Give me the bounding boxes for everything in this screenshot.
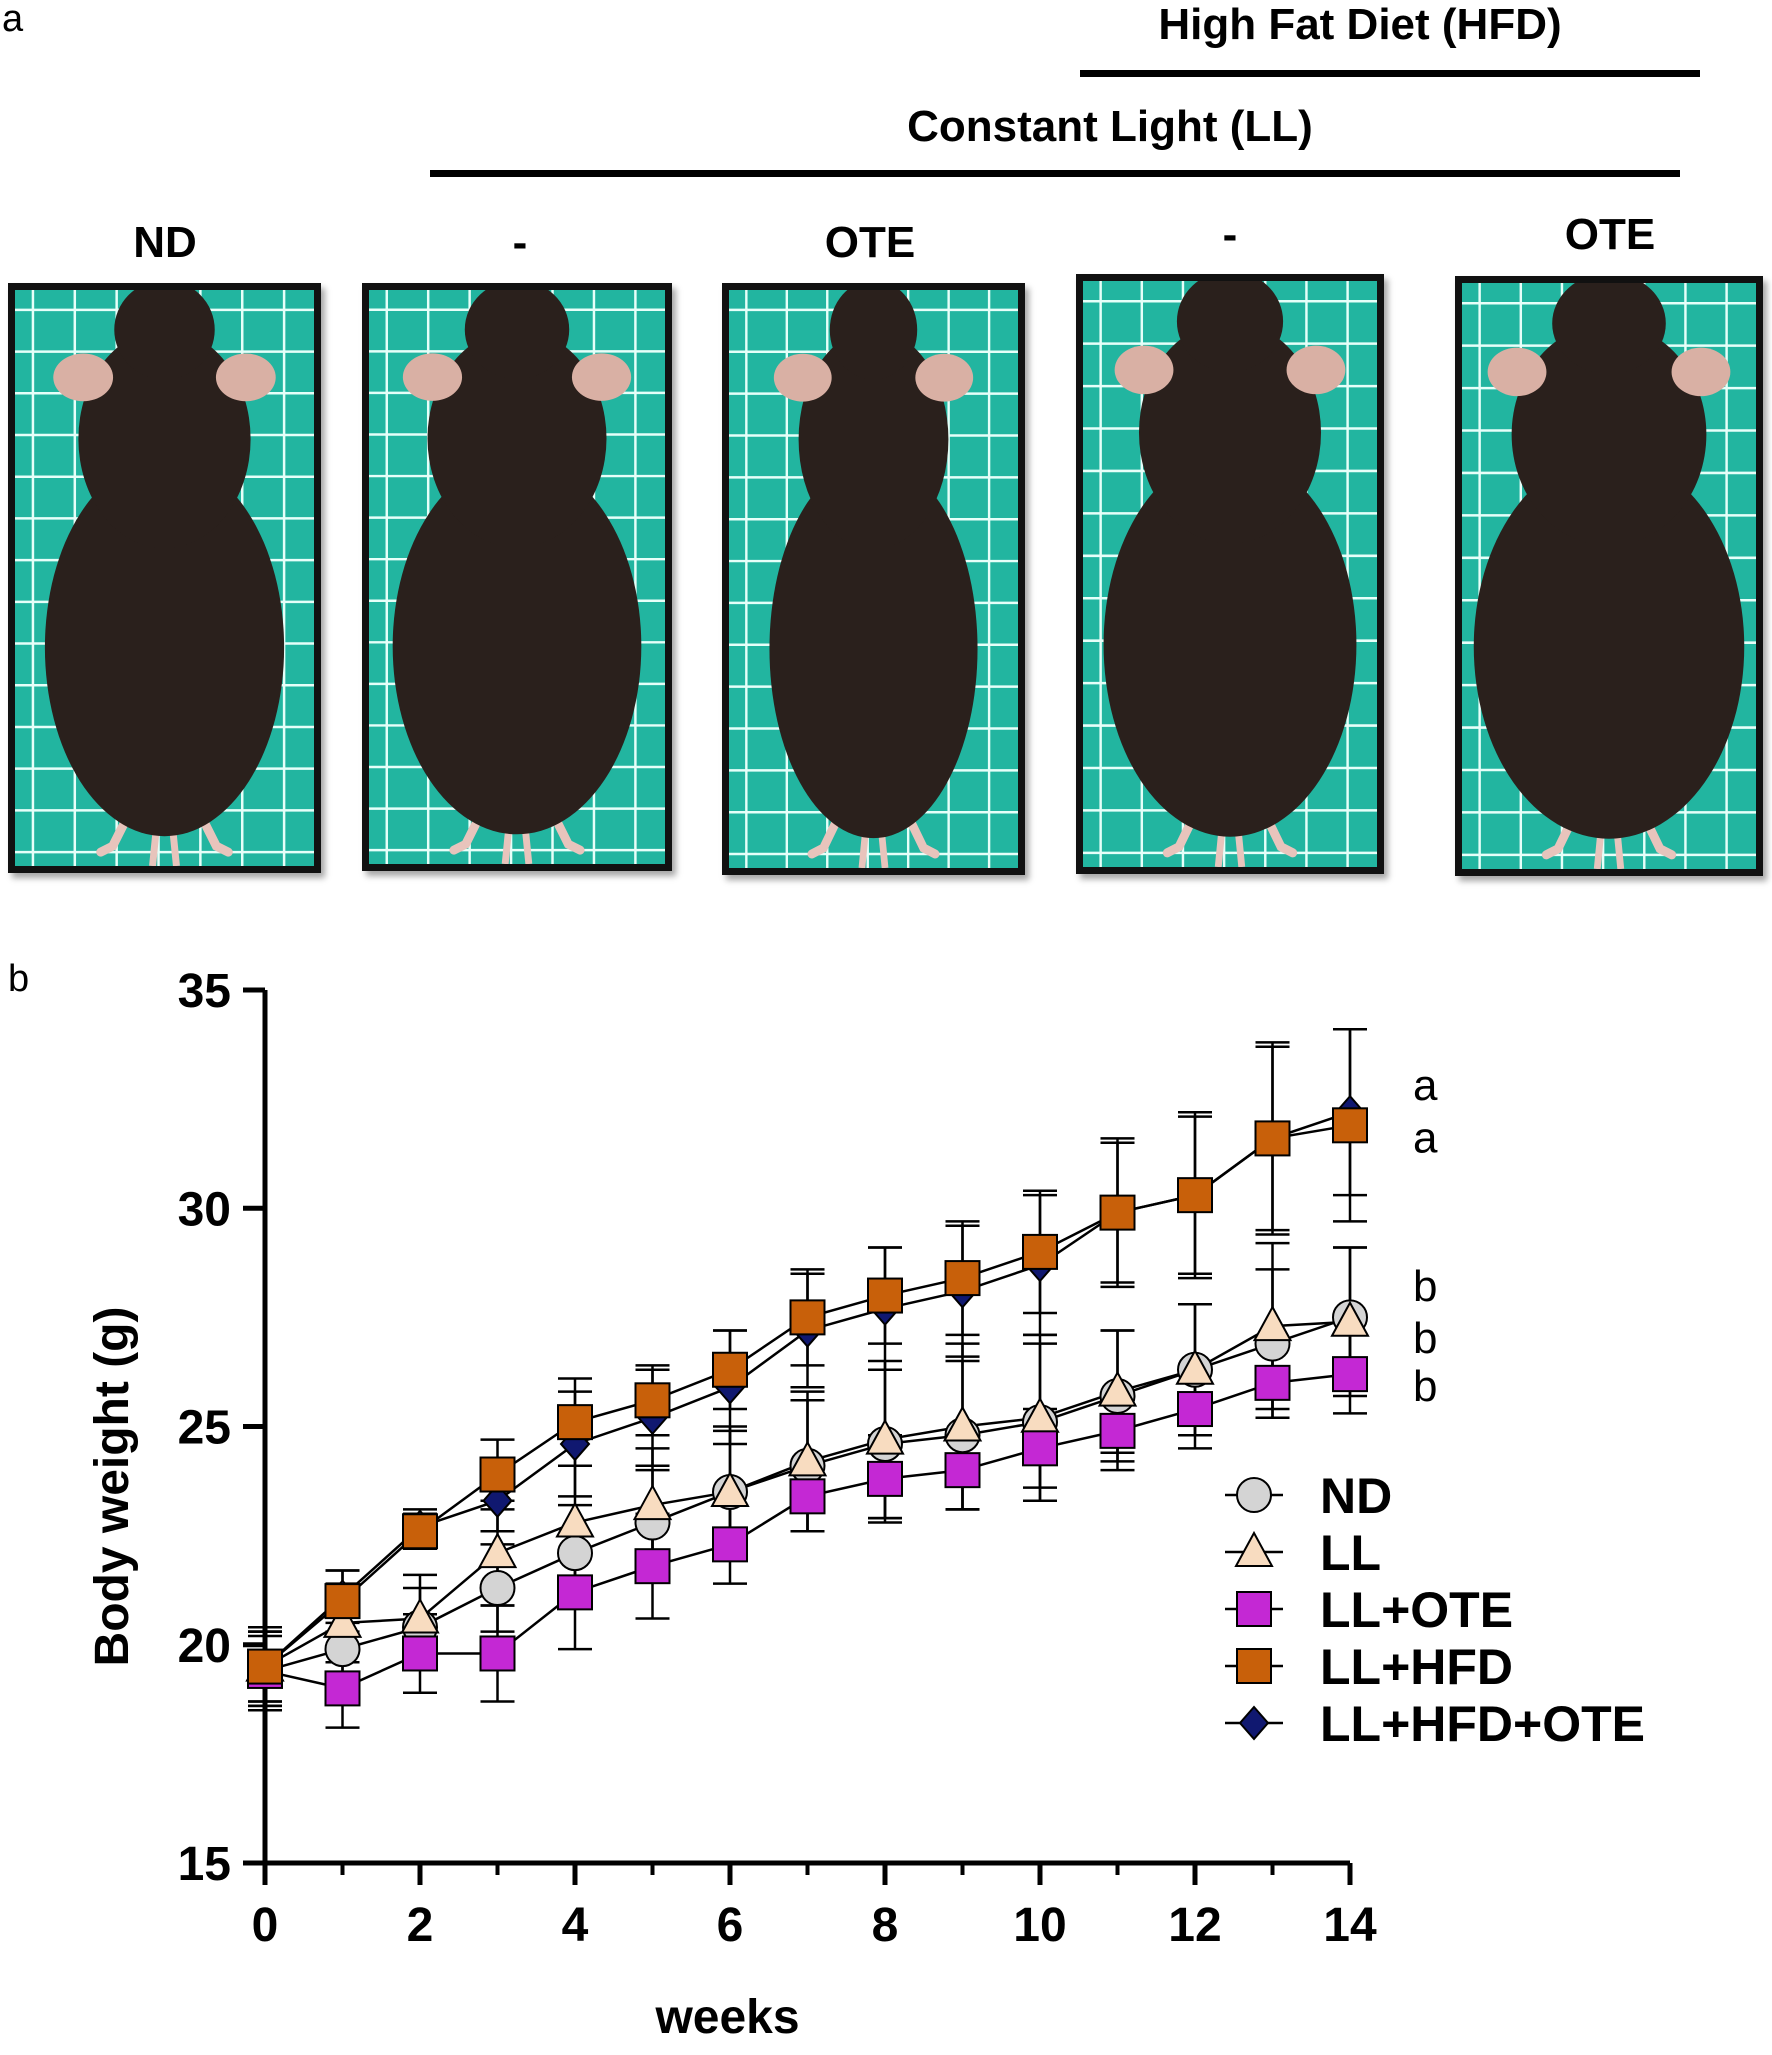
data-point-square — [324, 1670, 361, 1707]
x-tick-label: 2 — [407, 1899, 434, 1952]
data-point-square — [1332, 1356, 1368, 1393]
data-point-square — [1254, 1364, 1291, 1401]
col-label-ll-hfd-ote: OTE — [1564, 210, 1656, 259]
data-point-triangle — [1097, 1370, 1138, 1407]
data-point-square — [712, 1526, 748, 1563]
x-tick-label: 10 — [1013, 1899, 1066, 1952]
data-point-circle — [479, 1570, 516, 1607]
data-point-triangle — [1234, 1530, 1274, 1567]
y-tick-label: 20 — [178, 1620, 231, 1673]
legend-label: LL+HFD+OTE — [1320, 1696, 1645, 1752]
data-point-triangle — [322, 1601, 363, 1638]
x-tick-label: 14 — [1323, 1899, 1377, 1952]
data-point-square — [789, 1299, 826, 1336]
mouse-photo-nd — [8, 283, 321, 873]
x-tick-label: 4 — [562, 1899, 589, 1952]
panel-a-letter: a — [2, 0, 24, 40]
legend-label: LL — [1320, 1525, 1381, 1581]
x-tick-label: 12 — [1168, 1899, 1221, 1952]
x-tick-label: 6 — [717, 1899, 744, 1952]
data-point-square — [634, 1382, 671, 1419]
data-point-triangle — [477, 1531, 518, 1569]
data-point-square — [634, 1548, 671, 1585]
data-point-square — [867, 1277, 903, 1314]
data-point-square — [247, 1648, 283, 1685]
x-tick-label: 0 — [252, 1899, 279, 1952]
data-point-square — [1099, 1194, 1136, 1231]
legend-label: LL+OTE — [1320, 1582, 1513, 1638]
data-point-circle — [1236, 1477, 1272, 1513]
data-point-triangle — [632, 1483, 673, 1521]
hfd-header: High Fat Diet (HFD) — [1158, 0, 1562, 49]
y-axis-label: Body weight (g) — [86, 1307, 139, 1667]
y-tick-label: 15 — [178, 1838, 231, 1891]
significance-letter: b — [1413, 1362, 1437, 1411]
data-point-triangle — [1252, 1305, 1293, 1342]
y-tick-label: 35 — [178, 965, 231, 1018]
mouse-photo-ll-ote — [722, 283, 1025, 875]
x-tick-label: 8 — [872, 1899, 899, 1952]
data-point-circle — [557, 1535, 593, 1572]
data-point-triangle — [865, 1418, 905, 1455]
data-point-square — [1236, 1591, 1272, 1627]
col-label-ll-ote: OTE — [824, 218, 916, 267]
data-point-square — [324, 1583, 361, 1620]
col-label-ll-hfd: - — [1222, 210, 1238, 259]
data-point-square — [1254, 1120, 1291, 1157]
y-tick-label: 30 — [178, 1183, 231, 1236]
data-point-diamond — [482, 1483, 513, 1519]
panel-b-letter: b — [8, 958, 30, 1000]
data-point-square — [712, 1351, 748, 1388]
mouse-photo-ll-hfd-ote — [1455, 276, 1763, 876]
data-point-square — [944, 1452, 981, 1489]
ll-header: Constant Light (LL) — [907, 102, 1313, 151]
data-point-triangle — [1330, 1300, 1370, 1337]
x-axis-label: weeks — [654, 1991, 799, 2044]
data-point-triangle — [710, 1470, 750, 1507]
data-point-square — [557, 1574, 593, 1611]
hfd-bracket-line — [1080, 70, 1700, 77]
data-point-square — [1332, 1107, 1368, 1144]
data-point-square — [867, 1460, 903, 1497]
significance-letter: a — [1413, 1113, 1438, 1162]
data-point-square — [944, 1260, 981, 1297]
data-point-square — [1099, 1412, 1136, 1449]
ll-bracket-line — [430, 170, 1680, 177]
significance-letter: b — [1413, 1262, 1437, 1311]
body-weight-chart: 15 20 25 30 35 0 2 4 6 8 10 12 14 weeks Body weight (g… — [86, 965, 1645, 2044]
data-point-square — [1022, 1430, 1058, 1467]
data-point-square — [1177, 1177, 1213, 1214]
data-point-square — [1177, 1391, 1213, 1428]
data-point-triangle — [787, 1440, 828, 1477]
data-point-square — [402, 1635, 438, 1672]
data-point-diamond — [1238, 1705, 1270, 1741]
legend-label: ND — [1320, 1468, 1392, 1524]
mouse-photo-ll-hfd — [1076, 274, 1384, 874]
mouse-photo-ll — [362, 283, 672, 871]
data-point-square — [789, 1478, 826, 1515]
col-label-nd: ND — [133, 218, 197, 267]
y-tick-label: 25 — [178, 1402, 231, 1455]
data-point-square — [1236, 1648, 1272, 1684]
data-point-triangle — [1175, 1348, 1215, 1385]
significance-letter: a — [1413, 1061, 1438, 1110]
data-point-square — [1022, 1233, 1058, 1270]
data-point-triangle — [400, 1597, 440, 1634]
data-point-triangle — [555, 1501, 595, 1538]
data-point-square — [479, 1456, 516, 1493]
legend-label: LL+HFD — [1320, 1639, 1513, 1695]
data-point-square — [479, 1635, 516, 1672]
data-point-triangle — [942, 1405, 983, 1442]
data-point-square — [557, 1404, 593, 1441]
significance-letter: b — [1413, 1314, 1437, 1363]
data-point-square — [402, 1513, 438, 1550]
col-label-ll: - — [512, 218, 528, 267]
